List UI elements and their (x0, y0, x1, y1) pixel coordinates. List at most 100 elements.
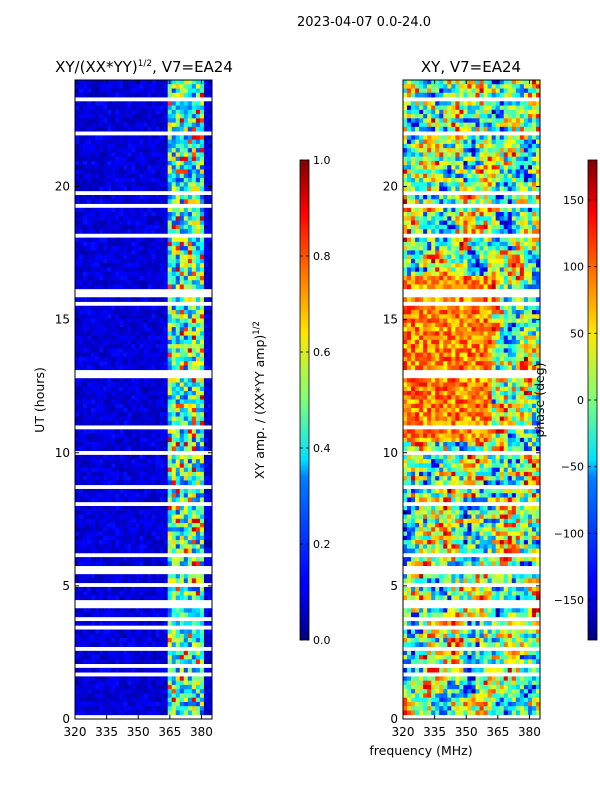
heatmap-cell (179, 476, 185, 481)
heatmap-cell (191, 88, 197, 94)
heatmap-cell (451, 80, 456, 85)
heatmap-cell (159, 254, 165, 260)
heatmap-cell (119, 693, 124, 699)
heatmap-cell (91, 118, 96, 123)
heatmap-cell (163, 310, 169, 315)
heatmap-cell (119, 114, 124, 119)
heatmap-cell (195, 122, 201, 128)
heatmap-cell (179, 608, 185, 613)
heatmap-cell (79, 578, 84, 584)
heatmap-cell (163, 693, 169, 699)
heatmap-cell (195, 676, 201, 682)
heatmap-cell (423, 135, 428, 141)
heatmap-cell (187, 344, 193, 349)
heatmap-cell (119, 390, 124, 396)
heatmap-cell (111, 633, 116, 639)
heatmap-cell (119, 697, 124, 703)
heatmap-cell (75, 160, 80, 166)
heatmap-cell (167, 493, 173, 498)
heatmap-cell (171, 480, 177, 486)
heatmap-cell (151, 263, 156, 268)
heatmap-cell (203, 365, 209, 371)
heatmap-cell (107, 216, 112, 221)
heatmap-cell (103, 216, 108, 221)
heatmap-cell (143, 322, 148, 328)
heatmap-cell (207, 531, 212, 537)
heatmap-cell (115, 356, 120, 362)
heatmap-cell (99, 557, 104, 562)
heatmap-cell (135, 109, 140, 115)
heatmap-cell (135, 650, 140, 656)
heatmap-cell (171, 177, 177, 183)
heatmap-cell (103, 650, 108, 656)
heatmap-cell (159, 229, 165, 234)
heatmap-cell (139, 335, 144, 341)
heatmap-cell (519, 143, 525, 149)
heatmap-cell (103, 578, 108, 584)
heatmap-cell (523, 169, 529, 175)
heatmap-cell (91, 195, 96, 200)
heatmap-cell (155, 152, 161, 158)
heatmap-cell (99, 169, 104, 175)
heatmap-cell (151, 271, 156, 277)
heatmap-cell (127, 595, 132, 601)
heatmap-cell (143, 254, 148, 260)
heatmap-cell (103, 446, 108, 452)
heatmap-cell (83, 510, 88, 515)
heatmap-cell (115, 595, 120, 601)
heatmap-cell (127, 263, 132, 268)
heatmap-cell (183, 216, 189, 221)
heatmap-cell (103, 280, 108, 285)
heatmap-cell (191, 561, 197, 567)
heatmap-cell (435, 126, 440, 132)
heatmap-cell (119, 710, 124, 716)
heatmap-cell (79, 659, 84, 665)
heatmap-cell (151, 548, 156, 554)
heatmap-cell (191, 638, 197, 643)
heatmap-cell (139, 395, 144, 400)
heatmap-cell (183, 284, 189, 290)
heatmap-cell (195, 544, 201, 549)
heatmap-cell (99, 284, 104, 290)
heatmap-cell (83, 706, 88, 711)
heatmap-cell (139, 361, 144, 366)
heatmap-cell (115, 331, 120, 336)
heatmap-cell (203, 382, 209, 388)
heatmap-cell (175, 271, 181, 277)
heatmap-cell (139, 165, 144, 170)
heatmap-cell (99, 258, 104, 264)
heatmap-cell (467, 114, 472, 119)
heatmap-cell (119, 561, 124, 567)
heatmap-cell (159, 506, 165, 511)
heatmap-cell (127, 655, 132, 660)
heatmap-cell (123, 348, 128, 354)
heatmap-cell (103, 676, 108, 682)
heatmap-cell (195, 523, 201, 528)
heatmap-cell (139, 463, 144, 469)
heatmap-cell (111, 689, 116, 694)
heatmap-cell (123, 697, 128, 703)
heatmap-cell (163, 160, 169, 166)
heatmap-cell (147, 177, 152, 183)
heatmap-cell (95, 578, 100, 584)
heatmap-cell (407, 101, 412, 106)
heatmap-cell (203, 591, 209, 596)
heatmap-cell (195, 650, 201, 656)
heatmap-cell (527, 156, 533, 162)
heatmap-cell (503, 101, 509, 106)
heatmap-cell (83, 667, 88, 673)
heatmap-cell (119, 284, 124, 290)
heatmap-cell (83, 531, 88, 537)
heatmap-cell (163, 275, 169, 281)
heatmap-cell (131, 327, 136, 332)
heatmap-cell (179, 454, 185, 460)
heatmap-cell (119, 403, 124, 409)
heatmap-cell (199, 139, 205, 145)
heatmap-cell (155, 693, 161, 699)
heatmap-cell (111, 322, 116, 328)
heatmap-cell (91, 335, 96, 341)
heatmap-cell (103, 335, 108, 341)
x-tick-label: 380 (190, 725, 213, 739)
heatmap-cell (95, 638, 100, 643)
heatmap-cell (191, 177, 197, 183)
